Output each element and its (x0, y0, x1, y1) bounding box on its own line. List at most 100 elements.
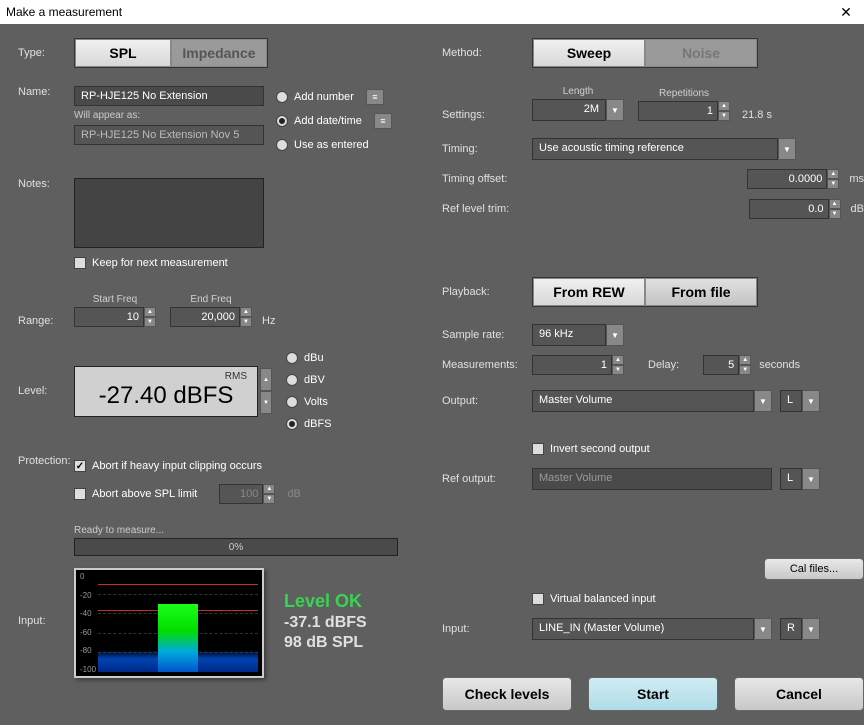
input-label-right: Input: (442, 623, 532, 635)
spectrum-plot: 0 -20 -40 -60 -80 -100 (74, 568, 264, 678)
input-ch-select[interactable]: R▼ (780, 618, 820, 640)
add-datetime-label: Add date/time (294, 115, 362, 127)
duration: 21.8 s (742, 109, 772, 121)
name-input[interactable] (74, 86, 264, 106)
playback-label: Playback: (442, 286, 532, 298)
window-title: Make a measurement (6, 5, 834, 19)
radio-dbu[interactable] (286, 352, 298, 364)
type-spl[interactable]: SPL (75, 39, 171, 67)
output-label: Output: (442, 395, 532, 407)
playback-file[interactable]: From file (645, 278, 757, 306)
timing-select[interactable]: Use acoustic timing reference▼ (532, 138, 796, 160)
radio-add-number[interactable] (276, 91, 288, 103)
will-appear-value: RP-HJE125 No Extension Nov 5 (74, 125, 264, 145)
invert-checkbox[interactable] (532, 443, 544, 455)
chevron-down-icon[interactable]: ▼ (802, 390, 820, 412)
playback-rew[interactable]: From REW (533, 278, 645, 306)
chevron-up-icon[interactable]: ▲ (260, 368, 272, 391)
ref-output-ch-select[interactable]: L▼ (780, 468, 820, 490)
abort-clipping-check[interactable] (74, 460, 86, 472)
chevron-up-icon[interactable]: ▲ (144, 307, 156, 317)
chevron-down-icon[interactable]: ▼ (144, 317, 156, 327)
type-impedance[interactable]: Impedance (171, 39, 267, 67)
ref-output-label: Ref output: (442, 473, 532, 485)
chevron-down-icon[interactable]: ▼ (754, 390, 772, 412)
radio-dbfs[interactable] (286, 418, 298, 430)
chevron-down-icon[interactable]: ▼ (802, 468, 820, 490)
level-ok: Level OK (284, 591, 367, 612)
level-display: RMS -27.40 dBFS (74, 366, 258, 417)
radio-use-entered[interactable] (276, 139, 288, 151)
chevron-down-icon[interactable]: ▼ (606, 324, 624, 346)
ready-label: Ready to measure... (74, 525, 418, 536)
chevron-down-icon[interactable]: ▼ (802, 618, 820, 640)
virtual-balanced-label: Virtual balanced input (550, 593, 656, 605)
radio-add-datetime[interactable] (276, 115, 288, 127)
timing-label: Timing: (442, 143, 532, 155)
sample-rate-select[interactable]: 96 kHz▼ (532, 324, 624, 346)
level-dbfs: -37.1 dBFS (284, 614, 367, 632)
radio-volts[interactable] (286, 396, 298, 408)
type-toggle[interactable]: SPL Impedance (74, 38, 268, 68)
radio-dbv[interactable] (286, 374, 298, 386)
end-freq-spinner[interactable]: ▲▼ (170, 307, 252, 327)
reps-spinner[interactable]: ▲▼ (638, 101, 730, 121)
method-label: Method: (442, 47, 532, 59)
notes-label: Notes: (18, 178, 74, 190)
sample-rate-label: Sample rate: (442, 329, 532, 341)
method-noise[interactable]: Noise (645, 39, 757, 67)
start-freq-spinner[interactable]: ▲▼ (74, 307, 156, 327)
ref-output-select: Master Volume (532, 468, 772, 490)
will-appear-label: Will appear as: (74, 110, 264, 121)
ref-trim-spinner[interactable]: ▲▼ (749, 199, 841, 219)
name-label: Name: (18, 86, 74, 98)
protection-label: Protection: (18, 455, 74, 467)
range-label: Range: (18, 315, 74, 327)
cancel-button[interactable]: Cancel (734, 677, 864, 711)
timing-offset-spinner[interactable]: ▲▼ (747, 169, 839, 189)
timing-offset-label: Timing offset: (442, 173, 532, 185)
type-label: Type: (18, 47, 74, 59)
virtual-balanced-checkbox[interactable] (532, 593, 544, 605)
level-label: Level: (18, 385, 74, 397)
output-select[interactable]: Master Volume▼ (532, 390, 772, 412)
playback-toggle[interactable]: From REW From file (532, 277, 758, 307)
delay-label: Delay: (648, 359, 679, 371)
measurements-label: Measurements: (442, 359, 532, 371)
chevron-down-icon[interactable]: ▼ (778, 138, 796, 160)
close-icon[interactable]: ✕ (834, 2, 858, 22)
method-sweep[interactable]: Sweep (533, 39, 645, 67)
progress-bar: 0% (74, 538, 398, 556)
delay-spinner[interactable]: ▲▼ (703, 355, 751, 375)
abort-spl-check[interactable] (74, 488, 86, 500)
keep-checkbox[interactable] (74, 257, 86, 269)
start-freq-label: Start Freq (93, 294, 137, 305)
input-select[interactable]: LINE_IN (Master Volume)▼ (532, 618, 772, 640)
output-ch-select[interactable]: L▼ (780, 390, 820, 412)
start-button[interactable]: Start (588, 677, 718, 711)
notes-textarea[interactable] (74, 178, 264, 248)
measurements-spinner[interactable]: ▲▼ (532, 355, 624, 375)
ref-trim-label: Ref level trim: (442, 203, 532, 215)
chevron-down-icon[interactable]: ▼ (260, 391, 272, 414)
level-value: -27.40 dBFS (85, 382, 247, 410)
cal-files-button[interactable]: Cal files... (764, 558, 864, 580)
add-datetime-icon[interactable]: ≡ (374, 113, 392, 129)
chevron-down-icon[interactable]: ▼ (240, 317, 252, 327)
method-toggle[interactable]: Sweep Noise (532, 38, 758, 68)
chevron-down-icon[interactable]: ▼ (754, 618, 772, 640)
level-spl: 98 dB SPL (284, 634, 367, 652)
add-number-label: Add number (294, 91, 354, 103)
settings-label: Settings: (442, 109, 532, 121)
add-number-icon[interactable]: ≡ (366, 89, 384, 105)
chevron-down-icon[interactable]: ▼ (606, 99, 624, 121)
chevron-up-icon[interactable]: ▲ (240, 307, 252, 317)
check-levels-button[interactable]: Check levels (442, 677, 572, 711)
keep-label: Keep for next measurement (92, 257, 228, 269)
length-select[interactable]: 2M▼ (532, 99, 624, 121)
abort-spl-spinner[interactable]: ▲▼ (219, 484, 275, 504)
invert-label: Invert second output (550, 443, 650, 455)
length-label: Length (563, 86, 594, 97)
hz-label: Hz (262, 315, 275, 327)
reps-label: Repetitions (659, 88, 709, 99)
